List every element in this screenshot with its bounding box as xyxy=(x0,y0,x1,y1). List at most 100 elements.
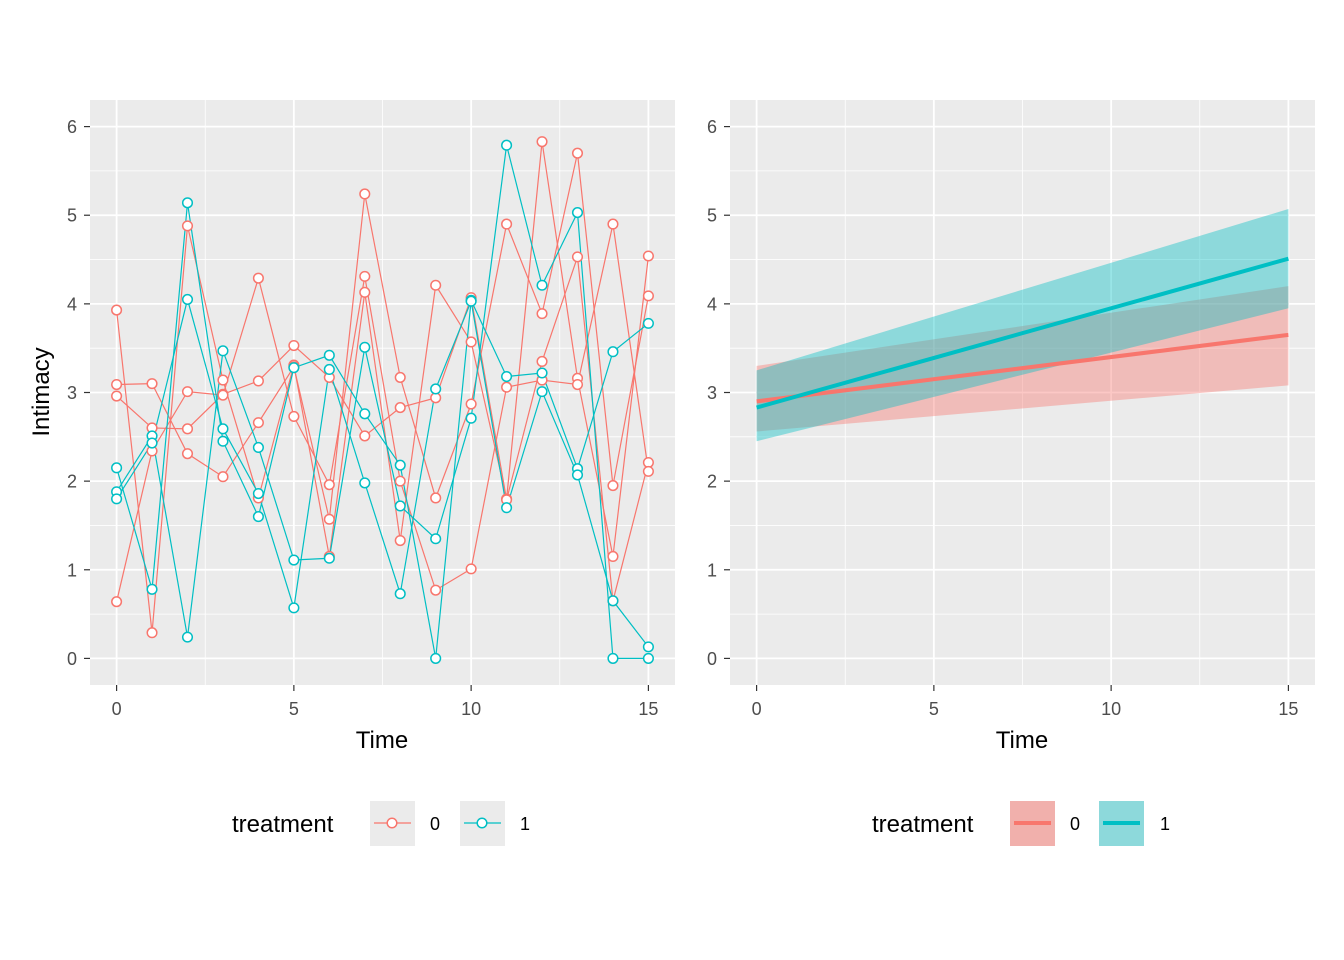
left-x-axis-title: Time xyxy=(356,727,408,754)
data-point-treatment-1 xyxy=(111,493,123,505)
right-legend: treatment 0 1 xyxy=(872,801,1170,846)
data-point-treatment-0 xyxy=(217,389,229,401)
data-point-treatment-0 xyxy=(181,448,194,460)
data-point-treatment-0 xyxy=(359,270,371,282)
left-y-tick-label: 6 xyxy=(67,117,77,137)
data-point-treatment-0 xyxy=(111,304,123,316)
left-x-tick-label: 15 xyxy=(638,699,658,719)
left-y-tick-label: 4 xyxy=(67,294,77,314)
data-point-treatment-1 xyxy=(146,437,158,449)
left-legend-key-0-point xyxy=(386,817,398,829)
data-point-treatment-1 xyxy=(501,502,513,514)
trend-line-treatment-1 xyxy=(756,256,1289,410)
data-point-treatment-1 xyxy=(217,345,229,357)
right-y-tick-label: 1 xyxy=(707,560,717,580)
data-point-treatment-1 xyxy=(465,412,477,424)
left-legend-title: treatment xyxy=(232,811,334,838)
data-point-treatment-0 xyxy=(181,386,194,398)
right-y-tick-label: 0 xyxy=(707,649,717,669)
data-point-treatment-1 xyxy=(359,477,371,489)
data-point-treatment-1 xyxy=(359,408,371,420)
left-y-axis-title: Intimacy xyxy=(28,347,55,436)
data-point-treatment-1 xyxy=(607,346,619,358)
data-point-treatment-0 xyxy=(252,417,264,429)
right-y-axis: 0 1 2 3 4 5 6 xyxy=(707,117,730,669)
right-x-axis-title: Time xyxy=(996,727,1048,754)
data-point-treatment-0 xyxy=(571,378,584,391)
data-point-treatment-1 xyxy=(607,595,619,607)
left-x-tick-label: 0 xyxy=(112,699,122,719)
right-y-tick-label: 4 xyxy=(707,294,717,314)
data-point-treatment-1 xyxy=(323,552,335,564)
data-point-treatment-1 xyxy=(394,459,406,471)
data-point-treatment-0 xyxy=(394,475,406,487)
left-x-tick-label: 5 xyxy=(289,699,299,719)
left-y-axis: 0 1 2 3 4 5 6 xyxy=(67,117,90,669)
data-point-treatment-1 xyxy=(430,652,442,664)
data-point-treatment-0 xyxy=(181,423,194,435)
data-point-treatment-0 xyxy=(607,218,619,230)
data-point-treatment-1 xyxy=(465,295,477,307)
left-y-tick-label: 1 xyxy=(67,560,77,580)
data-point-treatment-1 xyxy=(501,139,513,151)
data-point-treatment-1 xyxy=(394,500,406,512)
right-y-tick-label: 3 xyxy=(707,383,717,403)
data-point-treatment-0 xyxy=(146,378,158,390)
data-point-treatment-0 xyxy=(642,290,654,302)
left-legend-key-1-point xyxy=(476,817,488,829)
left-panel: 0 1 2 3 4 5 6 0 5 10 15 Time Intimacy xyxy=(28,100,675,754)
data-point-treatment-1 xyxy=(252,441,264,454)
data-point-treatment-0 xyxy=(642,250,654,262)
data-point-treatment-0 xyxy=(111,390,123,402)
confidence-ribbon-treatment-0 xyxy=(756,286,1289,432)
series-line-treatment-0 xyxy=(116,153,649,520)
data-point-treatment-0 xyxy=(430,492,442,504)
left-legend-label-1: 1 xyxy=(520,814,530,834)
data-point-treatment-0 xyxy=(288,339,300,352)
left-y-tick-label: 3 xyxy=(67,383,77,403)
data-point-treatment-0 xyxy=(394,534,406,547)
data-point-treatment-0 xyxy=(430,584,442,596)
data-point-treatment-1 xyxy=(642,652,654,664)
data-point-treatment-1 xyxy=(536,367,548,379)
data-point-treatment-0 xyxy=(536,136,548,148)
data-point-treatment-0 xyxy=(501,381,513,393)
series-line-treatment-0 xyxy=(116,223,650,602)
data-point-treatment-0 xyxy=(111,378,123,391)
data-point-treatment-1 xyxy=(181,293,194,305)
data-point-treatment-0 xyxy=(181,220,194,232)
data-point-treatment-0 xyxy=(536,308,548,320)
left-y-tick-label: 2 xyxy=(67,472,77,492)
data-point-treatment-1 xyxy=(394,588,406,600)
data-point-treatment-0 xyxy=(323,479,335,491)
right-y-tick-label: 6 xyxy=(707,117,717,137)
data-point-treatment-0 xyxy=(430,279,442,291)
data-point-treatment-1 xyxy=(501,370,513,383)
series-line-treatment-1 xyxy=(116,297,649,648)
data-point-treatment-0 xyxy=(536,355,548,368)
series-line-treatment-1 xyxy=(116,202,649,659)
right-y-tick-label: 5 xyxy=(707,206,717,226)
data-point-treatment-0 xyxy=(465,398,477,410)
right-x-tick-label: 15 xyxy=(1278,699,1298,719)
data-point-treatment-1 xyxy=(252,511,264,523)
data-point-treatment-0 xyxy=(323,513,335,525)
right-panel: 0 1 2 3 4 5 6 0 5 10 15 Time xyxy=(707,100,1315,754)
left-y-tick-label: 5 xyxy=(67,206,77,226)
data-point-treatment-0 xyxy=(359,430,371,442)
data-point-treatment-1 xyxy=(252,487,264,500)
data-point-treatment-1 xyxy=(536,279,548,291)
left-series-points xyxy=(111,136,654,664)
data-point-treatment-1 xyxy=(323,349,335,361)
data-point-treatment-0 xyxy=(571,251,584,263)
data-point-treatment-1 xyxy=(430,533,442,545)
data-point-treatment-1 xyxy=(607,652,619,664)
data-point-treatment-1 xyxy=(571,469,584,481)
data-point-treatment-0 xyxy=(111,596,123,608)
trend-line-treatment-0 xyxy=(756,332,1289,404)
right-gridlines xyxy=(730,100,1315,685)
data-point-treatment-1 xyxy=(111,462,123,474)
right-x-tick-label: 10 xyxy=(1101,699,1121,719)
left-legend-label-0: 0 xyxy=(430,814,440,834)
